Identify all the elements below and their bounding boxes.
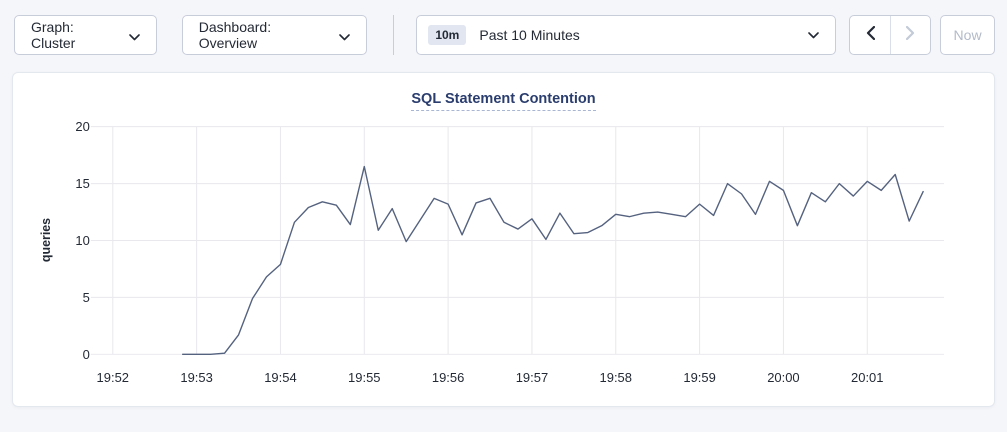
chart-card: SQL Statement Contention 0 5 10 15 20 19:52 19… bbox=[12, 72, 995, 407]
time-range-picker[interactable]: 10m Past 10 Minutes bbox=[416, 14, 837, 55]
now-button[interactable]: Now bbox=[940, 14, 995, 55]
time-range-badge: 10m bbox=[428, 24, 467, 45]
chart-title[interactable]: SQL Statement Contention bbox=[411, 91, 596, 111]
svg-text:19:57: 19:57 bbox=[516, 370, 548, 385]
svg-text:5: 5 bbox=[83, 290, 90, 305]
svg-text:19:53: 19:53 bbox=[180, 370, 212, 385]
svg-text:20:01: 20:01 bbox=[851, 370, 883, 385]
svg-text:20: 20 bbox=[75, 119, 89, 134]
svg-text:20:00: 20:00 bbox=[767, 370, 799, 385]
dashboard-dropdown-label: Dashboard: Overview bbox=[198, 18, 272, 51]
toolbar: Graph: Cluster Dashboard: Overview 10m P… bbox=[0, 0, 1007, 56]
svg-text:19:52: 19:52 bbox=[97, 370, 129, 385]
toolbar-divider bbox=[393, 14, 395, 55]
chart-title-wrap: SQL Statement Contention bbox=[13, 90, 994, 111]
svg-text:15: 15 bbox=[75, 176, 89, 191]
time-shift-button-group bbox=[849, 14, 932, 55]
svg-text:19:59: 19:59 bbox=[683, 370, 715, 385]
time-shift-next-button[interactable] bbox=[890, 15, 930, 54]
time-shift-prev-button[interactable] bbox=[850, 16, 890, 54]
chevron-down-icon bbox=[808, 26, 820, 44]
chevron-left-icon bbox=[866, 25, 875, 43]
sql-statement-contention-chart[interactable]: 0 5 10 15 20 19:52 19:53 19:54 19:55 19:56 19:57 19… bbox=[13, 73, 994, 406]
svg-text:0: 0 bbox=[83, 347, 90, 362]
svg-text:10: 10 bbox=[75, 233, 89, 248]
chevron-right-icon bbox=[906, 25, 915, 43]
time-range-label: Past 10 Minutes bbox=[479, 26, 580, 43]
svg-text:19:55: 19:55 bbox=[348, 370, 380, 385]
svg-text:19:58: 19:58 bbox=[600, 370, 632, 385]
dashboard-dropdown[interactable]: Dashboard: Overview bbox=[181, 14, 368, 55]
svg-text:19:56: 19:56 bbox=[432, 370, 464, 385]
svg-text:queries: queries bbox=[39, 218, 53, 262]
graph-dropdown[interactable]: Graph: Cluster bbox=[14, 14, 157, 55]
chevron-down-icon bbox=[128, 28, 140, 44]
graph-dropdown-label: Graph: Cluster bbox=[31, 18, 76, 51]
chevron-down-icon bbox=[339, 28, 351, 44]
svg-text:19:54: 19:54 bbox=[264, 370, 296, 385]
